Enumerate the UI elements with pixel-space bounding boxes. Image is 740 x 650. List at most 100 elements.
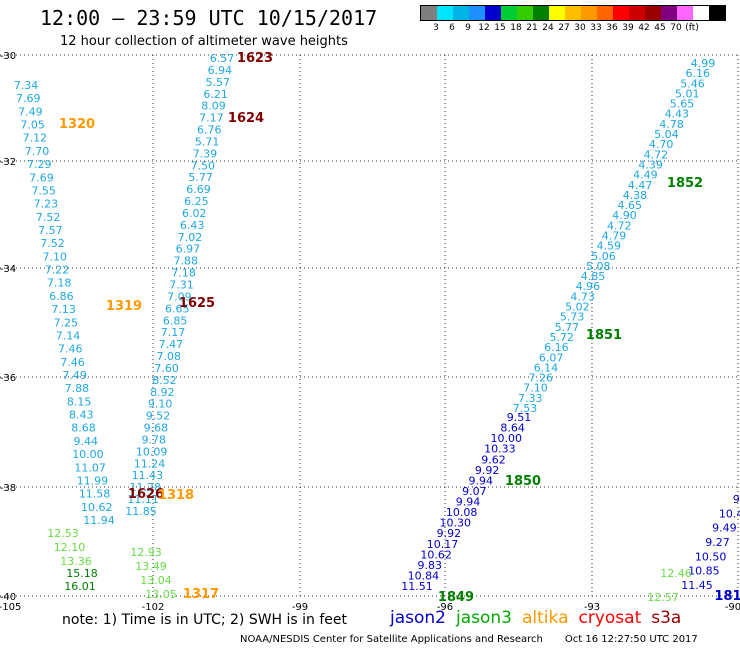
pass-label: 1850 — [505, 474, 541, 489]
wave-height-value: 4.43 — [665, 108, 690, 121]
wave-height-value: 9.51 — [507, 411, 532, 424]
wave-height-value: 5.77 — [188, 171, 213, 184]
wave-height-value: 8.92 — [150, 386, 175, 399]
color-scale-box — [693, 6, 709, 20]
wave-height-value: 6.97 — [176, 243, 201, 256]
wave-height-value: 7.13 — [51, 303, 76, 316]
wave-height-value: 11.58 — [79, 488, 111, 501]
satellite-legend-entry: jason3 — [456, 608, 512, 628]
wave-height-value: 7.55 — [31, 184, 56, 197]
pass-label: 1852 — [667, 176, 703, 191]
wave-height-value: 12.46 — [660, 567, 692, 580]
wave-height-value: 11.11 — [127, 493, 159, 506]
wave-height-value: 5.72 — [549, 331, 574, 344]
wave-height-value: 7.14 — [56, 329, 81, 342]
wave-height-value: 7.05 — [20, 119, 45, 132]
wave-height-value: 7.52 — [40, 237, 65, 250]
color-scale-boxes — [420, 5, 726, 21]
color-scale-ticks: 3 6 9 12 15 18 21 24 27 30 33 36 39 42 45 70 (ft) — [420, 21, 726, 35]
wave-height-value: 4.90 — [612, 209, 637, 222]
wave-height-value: 8.09 — [201, 100, 226, 113]
color-scale-box — [597, 6, 613, 20]
wave-height-value: 10.85 — [688, 565, 720, 578]
wave-height-value: 9.94 — [456, 496, 481, 509]
wave-height-value: 12.93 — [130, 546, 162, 559]
wave-height-value: 7.49 — [62, 369, 87, 382]
wave-height-value: 7.18 — [171, 267, 196, 280]
wave-height-value: 8.64 — [500, 422, 525, 435]
wave-height-value: 11.24 — [134, 457, 166, 470]
wave-height-value: 6.86 — [49, 290, 74, 303]
wave-height-value: 9.49 — [712, 522, 737, 535]
wave-height-value: 7.18 — [47, 277, 72, 290]
color-scale-tick-label: 21 — [526, 23, 538, 33]
wave-height-value: 5.08 — [586, 260, 611, 273]
wave-height-value: 4.65 — [617, 199, 642, 212]
wave-height-value: 7.39 — [193, 147, 218, 160]
wave-height-value: 6.25 — [184, 195, 209, 208]
wave-height-value: 7.22 — [45, 264, 70, 277]
wave-height-value: 7.46 — [58, 343, 83, 356]
wave-height-value: 6.07 — [539, 351, 564, 364]
color-scale-tick-label: 12 — [478, 23, 490, 33]
page-subtitle: 12 hour collection of altimeter wave hei… — [60, 34, 348, 49]
wave-height-value: 5.73 — [560, 311, 585, 324]
color-scale-box — [501, 6, 517, 20]
wave-height-value: 7.57 — [38, 224, 63, 237]
color-scale-box — [645, 6, 661, 20]
color-scale-tick-label: 33 — [590, 23, 602, 33]
credit-text: NOAA/NESDIS Center for Satellite Applica… — [240, 634, 543, 645]
latitude-tick-label: -34 — [0, 264, 16, 275]
wave-height-value: 6.21 — [203, 88, 228, 101]
wave-height-value: 10.33 — [484, 443, 516, 456]
pass-label: 1623 — [237, 51, 273, 66]
longitude-tick-label: -96 — [437, 602, 453, 613]
color-scale-legend: 3 6 9 12 15 18 21 24 27 30 33 36 39 42 45 70 (ft) — [420, 5, 726, 35]
wave-height-value: 13.36 — [60, 555, 92, 568]
wave-height-value: 5.71 — [195, 135, 220, 148]
pass-label: 1318 — [158, 488, 194, 503]
wave-height-value: 9.78 — [142, 433, 167, 446]
color-scale-box — [581, 6, 597, 20]
wave-height-value: 10.08 — [446, 506, 478, 519]
wave-height-value: 7.49 — [18, 105, 43, 118]
wave-height-value: 7.53 — [513, 402, 538, 415]
wave-height-value: 9.52 — [146, 410, 171, 423]
wave-height-value: 7.31 — [169, 279, 194, 292]
wave-height-value: 9.92 — [475, 464, 500, 477]
wave-height-value: 10.09 — [136, 445, 168, 458]
wave-height-value: 4.72 — [644, 148, 669, 161]
wave-height-value: 9.68 — [144, 422, 169, 435]
pass-label: 1317 — [183, 587, 219, 602]
wave-height-value: 13.05 — [145, 588, 177, 601]
wave-height-value: 7.17 — [199, 112, 224, 125]
color-scale-box — [709, 6, 725, 20]
color-scale-tick-label: 3 — [433, 23, 439, 33]
wave-height-value: 10.62 — [420, 548, 452, 561]
wave-height-value: 7.46 — [60, 356, 85, 369]
wave-height-value: 5.46 — [680, 77, 705, 90]
wave-height-value: 8.52 — [152, 374, 177, 387]
color-scale-tick-label: 45 — [654, 23, 666, 33]
page-title: 12:00 — 23:59 UTC 10/15/2017 — [40, 6, 378, 30]
wave-height-value: 11.51 — [401, 580, 433, 593]
wave-height-value: 15.18 — [66, 567, 98, 580]
wave-height-value: 5.77 — [555, 321, 580, 334]
color-scale-tick-label: 15 — [494, 23, 506, 33]
color-scale-box — [453, 6, 469, 20]
wave-height-value: 12.57 — [647, 591, 679, 604]
wave-height-value: 9. — [733, 493, 740, 506]
wave-height-value: 7.25 — [54, 316, 79, 329]
color-scale-tick-label: 9 — [465, 23, 471, 33]
wave-height-value: 7.52 — [36, 211, 61, 224]
latitude-tick-label: -36 — [0, 373, 16, 384]
pass-label: 1319 — [106, 299, 142, 314]
pass-label: 1851 — [586, 328, 622, 343]
wave-height-value: 4.70 — [649, 138, 674, 151]
wave-height-value: 8.15 — [67, 395, 92, 408]
longitude-tick-label: -99 — [292, 602, 308, 613]
wave-height-value: 7.69 — [29, 171, 54, 184]
footer-note: note: 1) Time is in UTC; 2) SWH is in fe… — [62, 612, 348, 628]
wave-height-value: 8.43 — [69, 409, 94, 422]
